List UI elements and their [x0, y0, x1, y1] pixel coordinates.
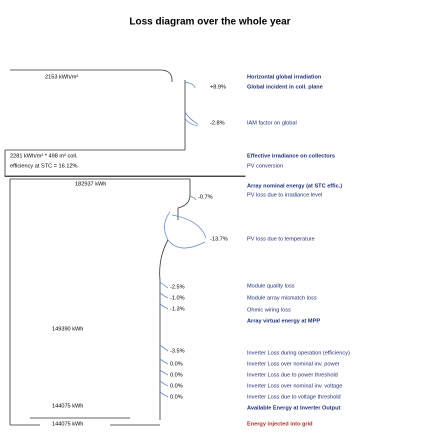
- loss: -13.7%: [210, 236, 228, 242]
- description: Array nominal energy (at STC effic.): [247, 183, 342, 189]
- description: Ohmic wiring loss: [247, 307, 291, 313]
- loss: -0.7%: [198, 194, 213, 200]
- loss: -2.8%: [210, 120, 225, 126]
- flow-shapes: [4, 69, 246, 426]
- description: Inverter Loss over nominal inv. power: [247, 361, 340, 367]
- loss: 0.0%: [170, 372, 183, 378]
- loss: 0.0%: [170, 383, 183, 389]
- loss: -2.5%: [170, 284, 185, 290]
- loss: -1.0%: [170, 295, 185, 301]
- description: Module array mismatch loss: [247, 295, 317, 301]
- left-label: 144075 kWh: [52, 403, 83, 409]
- description: Inverter Loss due to power threshold: [247, 372, 338, 378]
- description: PV loss due to irradiance level: [247, 192, 322, 198]
- description: Available Energy at Inverter Output: [247, 405, 340, 411]
- left-label: 149390 kWh: [52, 326, 83, 332]
- left-label: 182937 kWh: [75, 181, 106, 187]
- description: Inverter Loss during operation (efficien…: [247, 350, 350, 356]
- loss: +8.9%: [210, 84, 226, 90]
- loss: -1.3%: [170, 306, 185, 312]
- description: Effective irradiance on collectors: [247, 153, 335, 159]
- left-label: efficiency at STC = 16.12%: [10, 163, 78, 169]
- description: Global incident in coll. plane: [247, 84, 323, 90]
- description: Inverter Loss due to voltage threshold: [247, 394, 341, 400]
- description: Energy injected into grid: [247, 421, 313, 427]
- title: Loss diagram over the whole year: [129, 17, 290, 28]
- description: Inverter Loss over nominal inv. voltage: [247, 383, 342, 389]
- description: PV conversion: [247, 163, 283, 169]
- left-label: 2281 kWh/m² * 498 m² coll.: [10, 153, 78, 159]
- description: IAM factor on global: [247, 120, 297, 126]
- description: Array virtual energy at MPP: [247, 318, 320, 324]
- left-label: 144075 kWh: [52, 421, 83, 427]
- description: Horizontal global irradiation: [247, 74, 322, 80]
- loss: -3.5%: [170, 348, 185, 354]
- loss: 0.0%: [170, 394, 183, 400]
- loss: 0.0%: [170, 361, 183, 367]
- left-label: 2153 kWh/m²: [45, 74, 78, 80]
- description: Module quality loss: [247, 283, 295, 289]
- description: PV loss due to temperature: [247, 236, 315, 242]
